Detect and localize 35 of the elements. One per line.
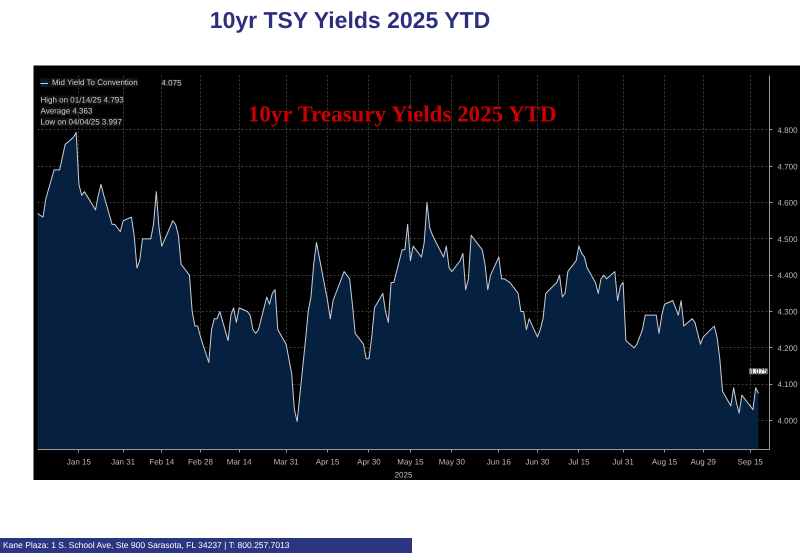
annotation: Average 4.363 xyxy=(40,106,93,116)
x-tick-label: Jan 31 xyxy=(111,458,136,466)
annotation: Low on 04/04/25 3.997 xyxy=(40,118,122,126)
y-tick-label: 4.600 xyxy=(778,198,798,208)
y-tick-label: 4.100 xyxy=(778,380,798,390)
x-tick-label: May 15 xyxy=(397,458,424,466)
legend-label: Mid Yield To Convention xyxy=(52,78,138,87)
chart-title: 10yr TSY Yields 2025 YTD xyxy=(210,6,490,35)
y-tick-label: 4.000 xyxy=(778,416,798,426)
x-tick-label: Jun 30 xyxy=(525,458,550,466)
x-axis-title: 2025 xyxy=(394,470,413,480)
y-tick-label: 4.700 xyxy=(778,162,798,172)
text: 10yr Treasury Yields 2025 YTD xyxy=(248,102,557,126)
y-tick-label: 4.200 xyxy=(778,344,798,353)
x-tick-label: Apr 30 xyxy=(357,458,382,466)
y-tick-label: 4.500 xyxy=(778,234,798,244)
x-tick-label: Feb 14 xyxy=(149,458,175,466)
x-tick-label: Sep 15 xyxy=(737,458,764,466)
x-tick-label: Aug 29 xyxy=(690,458,716,466)
annotation: High on 01/14/25 4.793 xyxy=(40,96,124,104)
x-tick-label: Mar 14 xyxy=(226,458,252,466)
x-tick-label: Apr 15 xyxy=(316,458,340,466)
x-tick-label: May 30 xyxy=(438,458,466,466)
x-tick-label: Jul 31 xyxy=(612,458,634,466)
annotation: 4.075 xyxy=(162,78,182,88)
x-tick-label: Aug 15 xyxy=(652,458,678,466)
x-tick-label: Feb 28 xyxy=(188,458,214,466)
x-tick-label: Mar 31 xyxy=(274,458,300,466)
y-tick-label: 4.300 xyxy=(778,308,798,317)
x-tick-label: Jan 15 xyxy=(66,458,92,466)
x-tick-label: Jul 15 xyxy=(568,458,590,466)
x-tick-label: Jun 16 xyxy=(486,458,512,466)
text: Kane Plaza: 1 S. School Ave, Ste 900 Sarasota, FL 34237 | T: 800.257.7013 xyxy=(3,539,290,552)
y-tick-label: 4.800 xyxy=(778,126,798,135)
y-tick-label: 4.400 xyxy=(778,271,798,280)
